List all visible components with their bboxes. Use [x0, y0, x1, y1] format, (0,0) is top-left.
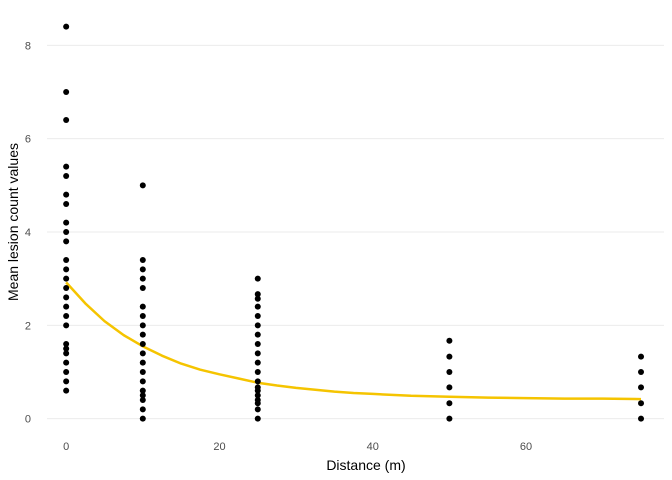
- fit-curve: [65, 281, 642, 401]
- data-point: [63, 369, 70, 375]
- data-point: [63, 163, 70, 170]
- data-point: [139, 331, 146, 338]
- data-point: [63, 294, 70, 301]
- data-point: [63, 341, 70, 347]
- data-point: [254, 313, 261, 319]
- data-point: [254, 350, 261, 357]
- data-point: [254, 406, 261, 413]
- data-point: [638, 415, 645, 422]
- data-point: [638, 369, 645, 375]
- data-point: [63, 378, 70, 385]
- data-point: [63, 359, 70, 366]
- data-points: [63, 23, 645, 422]
- data-point: [63, 257, 70, 263]
- data-point: [139, 285, 146, 291]
- data-point: [139, 350, 146, 357]
- data-point: [63, 266, 70, 273]
- data-point: [63, 387, 70, 394]
- data-point: [63, 345, 70, 352]
- data-point: [139, 266, 146, 273]
- data-point: [139, 397, 146, 403]
- data-point: [139, 369, 146, 375]
- data-point: [139, 406, 146, 413]
- data-point: [139, 415, 146, 422]
- data-point: [254, 303, 261, 310]
- x-tick-labels: 0 20 40 60: [63, 441, 532, 453]
- data-point: [254, 415, 261, 422]
- data-point: [63, 350, 70, 357]
- data-point: [446, 384, 453, 391]
- data-point: [63, 173, 70, 179]
- data-point: [446, 353, 453, 360]
- y-tick-label: 6: [25, 134, 31, 146]
- data-point: [63, 23, 70, 30]
- y-axis-title: Mean lesion count values: [5, 143, 21, 301]
- gridlines: [47, 44, 664, 420]
- data-point: [638, 400, 645, 407]
- data-point: [63, 219, 70, 226]
- x-tick-label: 60: [520, 441, 532, 453]
- data-point: [63, 303, 70, 310]
- data-point: [139, 387, 146, 394]
- data-point: [254, 392, 261, 399]
- data-point: [638, 353, 645, 360]
- data-point: [638, 384, 645, 391]
- data-point: [254, 400, 261, 407]
- x-tick-label: 40: [367, 441, 379, 453]
- data-point: [139, 275, 146, 282]
- data-point: [139, 378, 146, 385]
- data-point: [63, 191, 70, 198]
- data-point: [63, 313, 70, 319]
- x-axis-title: Distance (m): [326, 457, 405, 473]
- data-point: [63, 285, 70, 291]
- data-point: [446, 400, 453, 407]
- data-point: [63, 201, 70, 207]
- data-point: [63, 117, 70, 123]
- data-point: [446, 415, 453, 422]
- data-point: [254, 369, 261, 375]
- data-point: [254, 322, 261, 329]
- data-point: [139, 303, 146, 310]
- y-tick-label: 2: [25, 320, 31, 332]
- y-tick-labels: 0 2 4 6 8: [25, 40, 31, 425]
- data-point: [254, 341, 261, 347]
- data-point: [139, 341, 146, 347]
- data-point: [139, 257, 146, 263]
- data-point: [446, 337, 453, 344]
- data-point: [139, 182, 146, 189]
- fit-curve-layer: [65, 281, 642, 401]
- y-tick-label: 0: [25, 414, 31, 426]
- data-point: [63, 322, 70, 329]
- y-tick-label: 8: [25, 40, 31, 52]
- y-tick-label: 4: [25, 227, 31, 239]
- data-point: [446, 369, 453, 375]
- data-point: [254, 331, 261, 338]
- data-point: [254, 387, 261, 394]
- x-tick-label: 0: [63, 441, 69, 453]
- data-point: [254, 295, 261, 302]
- data-point: [254, 275, 261, 282]
- data-point: [63, 229, 70, 235]
- data-point: [63, 275, 70, 282]
- data-point: [139, 322, 146, 329]
- data-point: [254, 378, 261, 385]
- data-point: [254, 291, 261, 298]
- x-tick-label: 20: [213, 441, 225, 453]
- data-point: [139, 392, 146, 399]
- data-point: [254, 359, 261, 366]
- data-point: [139, 313, 146, 319]
- data-point: [63, 238, 70, 245]
- data-point: [139, 359, 146, 366]
- data-point: [63, 89, 70, 95]
